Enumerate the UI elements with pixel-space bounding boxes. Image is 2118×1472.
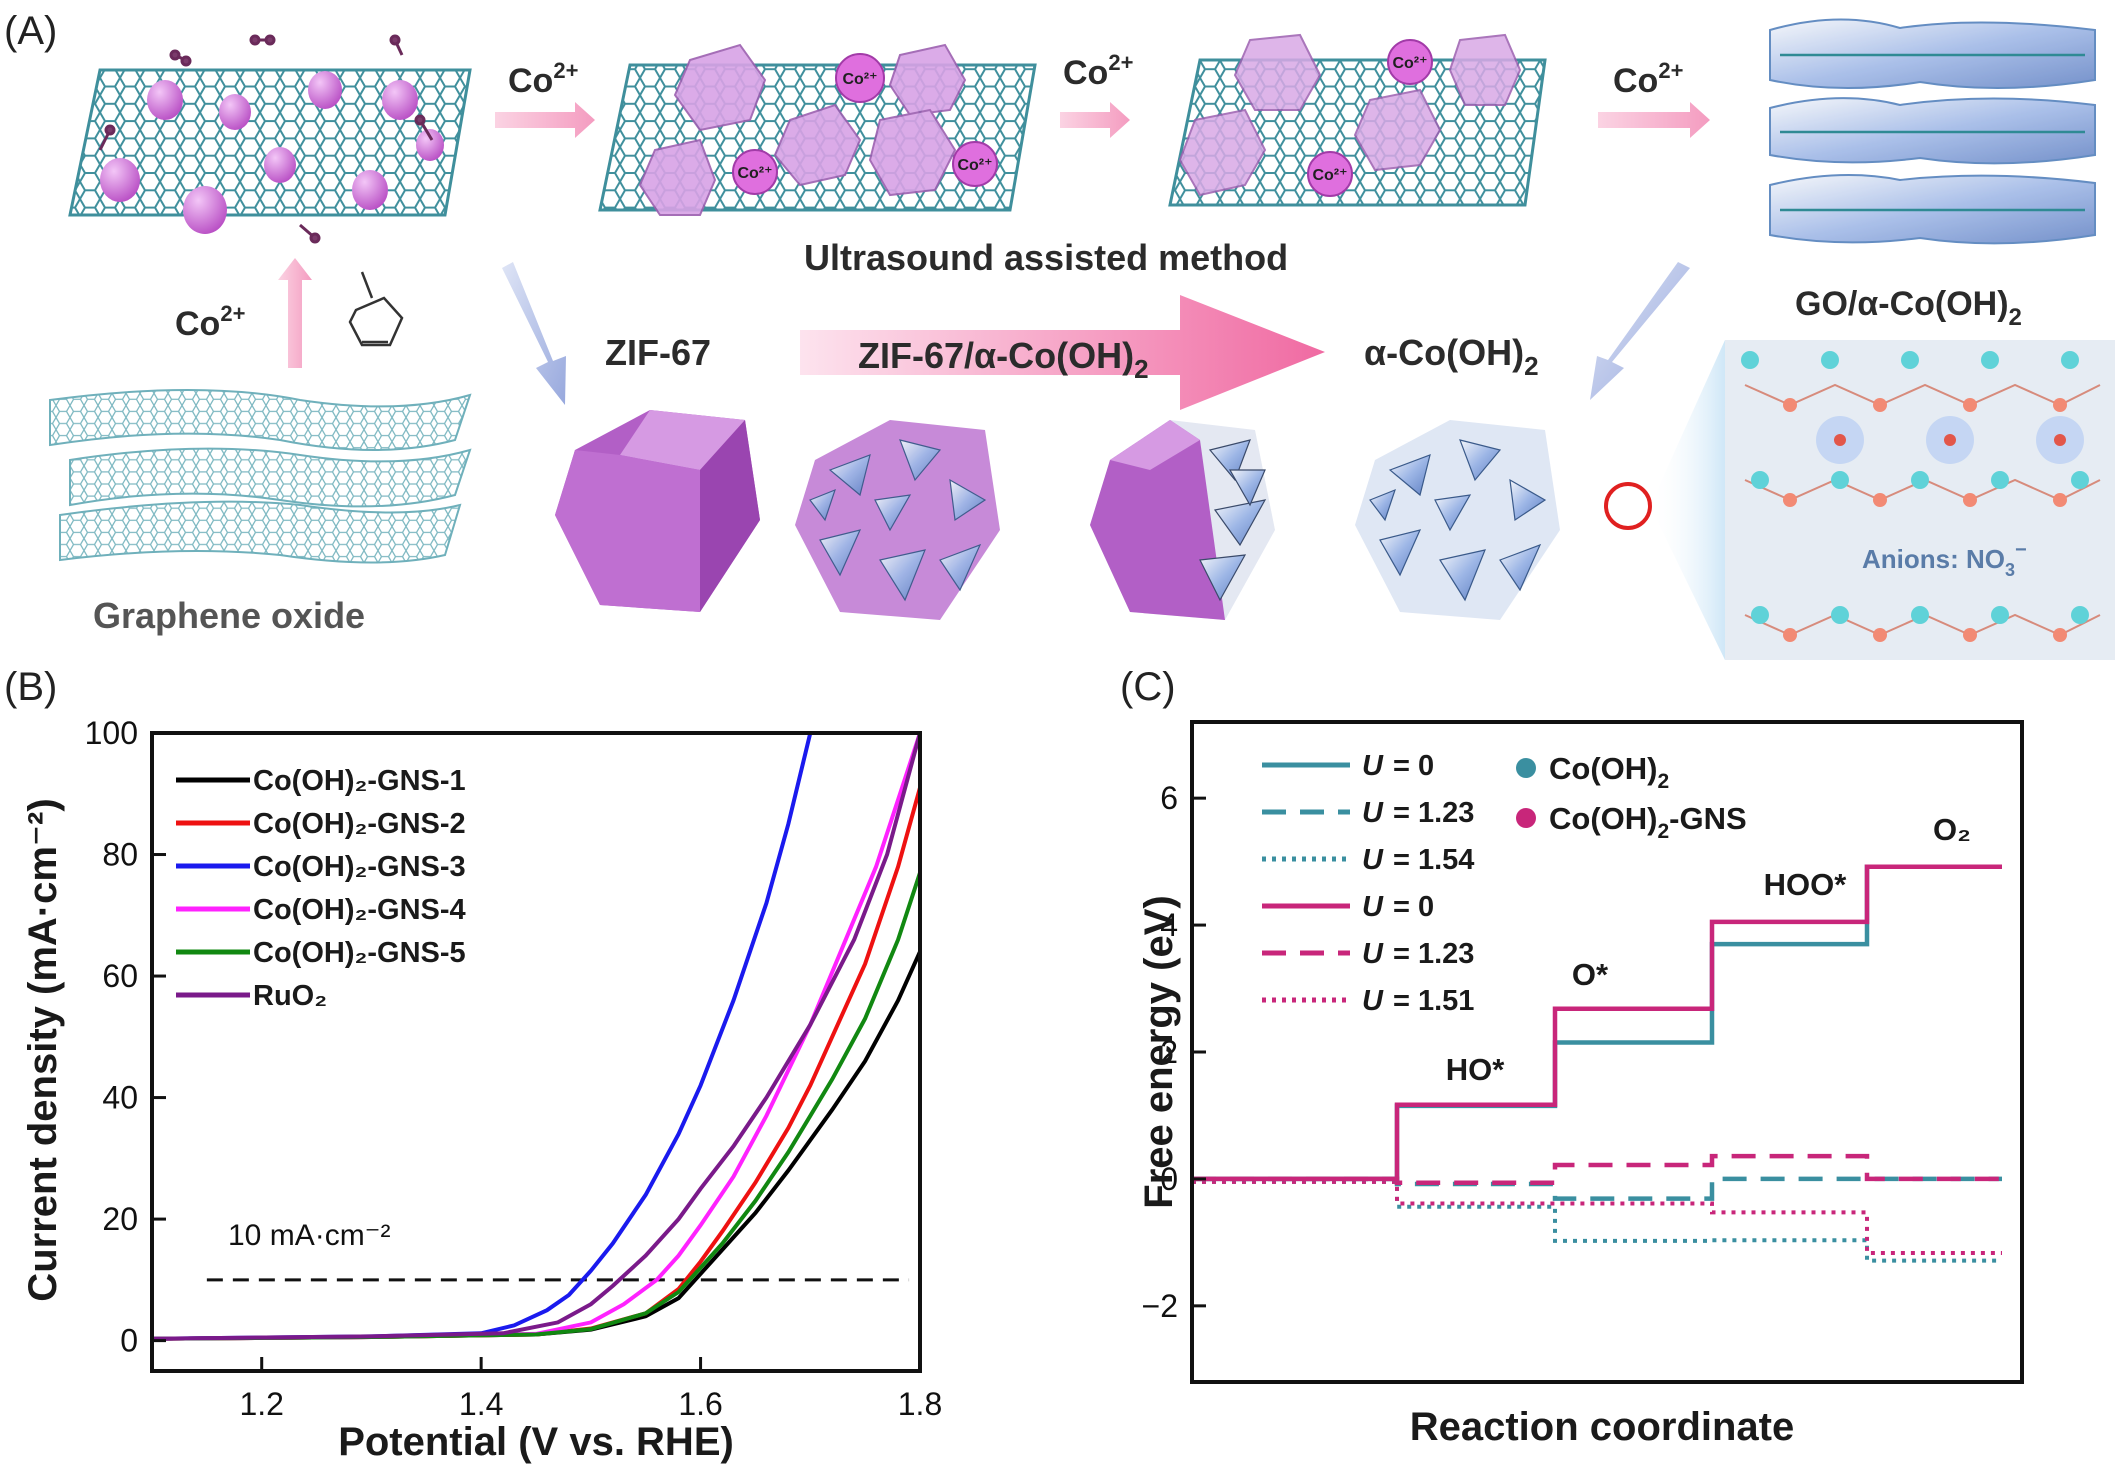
arrow-co-1: Co2+	[495, 58, 595, 138]
co-label-1: Co2+	[508, 58, 578, 100]
lsv-legend-label-2: Co(OH)₂-GNS-2	[253, 808, 466, 840]
arrow-co-3: Co2+	[1598, 58, 1710, 138]
ion-label-4: Co²⁺	[1392, 55, 1427, 72]
fe-y-tick-label: 2	[1160, 1034, 1178, 1070]
fe-step-label-2: O*	[1572, 957, 1609, 992]
zif-coh-crystal	[795, 420, 1000, 620]
lsv-chart: 1.2 1.4 1.6 1.8 0 20 40 60 80 100 Co(OH)₂-GNS-1 Co…	[21, 715, 942, 1464]
lsv-x-tick-label: 1.4	[459, 1386, 503, 1422]
zif-coh-label: ZIF-67/α-Co(OH)2	[858, 335, 1149, 384]
lsv-legend-label-5: Co(OH)₂-GNS-5	[253, 937, 466, 969]
arrow-co-4: Co2+	[175, 258, 312, 368]
panel-label-c: (C)	[1120, 665, 1176, 709]
ultrasound-label: Ultrasound assisted method	[804, 237, 1288, 278]
panel-label-b: (B)	[4, 665, 57, 709]
fe-y-tick-label: −2	[1142, 1288, 1178, 1324]
fe-legend-label-1: U = 0	[1362, 750, 1434, 782]
lsv-series-line-5	[151, 872, 922, 1341]
lsv-y-tick-label: 100	[85, 715, 138, 751]
zoom-cone	[1650, 340, 1725, 660]
lsv-x-axis-label: Potential (V vs. RHE)	[338, 1420, 734, 1464]
graphene-oxide-label: Graphene oxide	[93, 595, 365, 636]
fe-x-axis-label: Reaction coordinate	[1410, 1405, 1795, 1449]
fe-legend-label-3: U = 1.54	[1362, 844, 1474, 876]
co-label-4: Co2+	[175, 301, 245, 343]
lsv-x-tick-label: 1.6	[678, 1386, 722, 1422]
ion-label-2: Co²⁺	[737, 165, 772, 182]
lsv-series-line-6	[151, 732, 922, 1341]
go-coh-stack	[1769, 18, 2096, 245]
lsv-y-tick-label: 60	[102, 958, 138, 994]
lsv-y-tick-label: 0	[120, 1323, 138, 1359]
acoh-crystal	[1355, 420, 1652, 620]
lsv-x-tick-label: 1.8	[898, 1386, 942, 1422]
ion-label-5: Co²⁺	[1312, 167, 1347, 184]
lsv-legend-label-4: Co(OH)₂-GNS-4	[253, 894, 466, 926]
fe-step-label-1: HO*	[1446, 1052, 1506, 1087]
anions-label: Anions: NO3−	[1862, 539, 2027, 580]
fe-series-line-1	[1192, 864, 2002, 1182]
co-label-2: Co2+	[1063, 50, 1133, 92]
fe-material-marker-1	[1516, 758, 1536, 778]
imidazole-structure	[348, 271, 404, 347]
arrow-blue-left	[502, 262, 566, 405]
arrow-co-2: Co2+	[1060, 50, 1133, 138]
zoom-circle	[1604, 482, 1652, 530]
ion-label-1: Co²⁺	[842, 71, 877, 88]
panel-label-a: (A)	[4, 9, 57, 53]
lsv-legend-label-1: Co(OH)₂-GNS-1	[253, 765, 466, 797]
go-sheet-with-co-ions	[68, 34, 472, 244]
arrow-blue-right	[1590, 262, 1690, 400]
ion-label-3: Co²⁺	[957, 157, 992, 174]
partial-etched-crystal	[1090, 420, 1275, 620]
fe-y-tick-label: 6	[1160, 780, 1178, 816]
fe-legend-label-6: U = 1.51	[1362, 985, 1474, 1017]
fe-material-label-2: Co(OH)2-GNS	[1549, 801, 1747, 843]
zif67-label: ZIF-67	[605, 332, 711, 373]
fe-material-marker-2	[1516, 808, 1536, 828]
fe-legend-label-5: U = 1.23	[1362, 938, 1474, 970]
lsv-y-tick-label: 80	[102, 837, 138, 873]
go-sheet-with-crystals-2: Co²⁺ Co²⁺	[1168, 33, 1547, 207]
fe-y-tick-label: 4	[1160, 907, 1178, 943]
lsv-ref-label: 10 mA·cm⁻²	[228, 1219, 391, 1252]
scheme-panel: (A) Co2+	[4, 9, 2115, 660]
fe-material-label-1: Co(OH)2	[1549, 751, 1669, 793]
fe-series-line-6	[1192, 1179, 2002, 1255]
fe-series-line-3	[1192, 1179, 2002, 1263]
lsv-y-tick-label: 20	[102, 1201, 138, 1237]
co-label-3: Co2+	[1613, 58, 1683, 100]
structure-zoom-box: Anions: NO3−	[1725, 340, 2115, 660]
fe-y-axis-label: Free energy (eV)	[1137, 895, 1181, 1208]
fe-series-line-4	[1192, 864, 2002, 1182]
acoh-label: α-Co(OH)2	[1364, 332, 1539, 381]
go-sheet-with-crystals-1: Co²⁺ Co²⁺ Co²⁺	[598, 43, 1037, 216]
fe-legend-label-4: U = 0	[1362, 891, 1434, 923]
lsv-legend-label-6: RuO₂	[253, 980, 327, 1012]
lsv-plot-frame	[150, 731, 922, 1373]
fe-legend-label-2: U = 1.23	[1362, 797, 1474, 829]
big-arrow	[800, 295, 1325, 410]
lsv-y-tick-label: 40	[102, 1080, 138, 1116]
lsv-x-tick-label: 1.2	[239, 1386, 283, 1422]
lsv-y-axis-label: Current density (mA·cm⁻²)	[21, 798, 65, 1301]
fe-y-tick-label: 0	[1160, 1161, 1178, 1197]
lsv-series-line-3	[151, 732, 813, 1341]
lsv-legend-label-3: Co(OH)₂-GNS-3	[253, 851, 466, 883]
fe-step-label-4: O₂	[1933, 812, 1971, 847]
zif67-crystal	[555, 410, 760, 612]
go-coh-label: GO/α-Co(OH)2	[1795, 285, 2022, 331]
graphene-oxide-layers	[49, 389, 472, 564]
free-energy-chart: −2 0 2 4 6 HO* O* HOO* O₂ U = 0 U = 1.23 U = 1.54 U = …	[1137, 720, 2024, 1449]
fe-step-label-3: HOO*	[1764, 867, 1848, 902]
